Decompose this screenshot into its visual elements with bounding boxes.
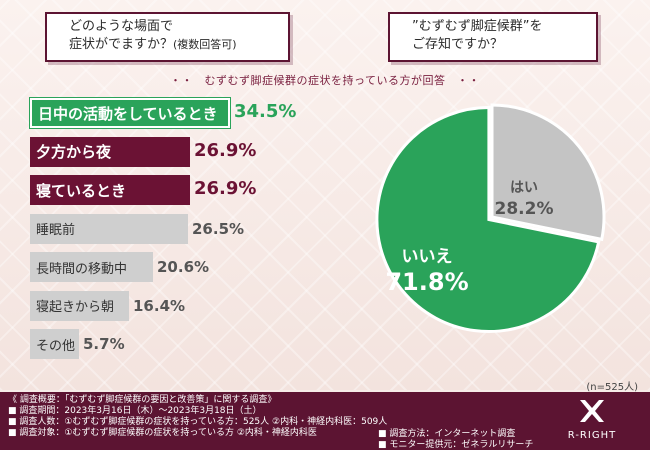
chart-subtitle: ・・ むずむず脚症候群の症状を持っている方が回答 ・・ [170,74,480,87]
footer-col2: ■ 調査方法：インターネット調査 ■ モニター提供元：ゼネラルリサーチ [378,429,533,450]
bar-value-label: 26.9% [194,178,257,199]
corner-mark [388,12,400,24]
bar-value-label: 26.5% [192,219,245,238]
question-box-awareness: ”むずむず脚症候群”を ご存知ですか？ [388,12,598,62]
footer-target: ■ 調査対象：①むずむず脚症候群の症状を持っている方 ②内科・神経内科医 [8,428,317,438]
bar-category-label: その他 [36,338,76,354]
bar-category-label: 長時間の移動中 [36,261,128,277]
bar: その他 [30,329,79,359]
corner-mark [278,50,290,62]
bar: 長時間の移動中 [30,252,153,282]
question-line1: ”むずむず脚症候群”を [412,19,543,34]
bar-value-label: 34.5% [234,101,297,122]
bar-category-label: 日中の活動をしているとき [38,104,218,123]
pie-slice [375,106,601,333]
bar-value-label: 26.9% [194,139,257,161]
corner-mark [586,50,598,62]
bar: 寝起きから朝 [30,290,129,321]
footer-count: ■ 調査人数：①むずむず脚症候群の症状を持っている方：525人 ②内科・神経内科… [8,417,388,427]
bar: 日中の活動をしているとき [29,97,231,129]
pie-value-label: 28.2% [495,199,554,219]
bar-category-label: 寝ているとき [36,181,127,200]
question-line2: ご存知ですか？ [412,37,504,52]
logo-icon [580,400,604,422]
bar-category-label: 寝起きから朝 [36,300,115,315]
pie-slice [490,103,606,242]
logo-text: R-RIGHT [567,430,617,441]
bar-value-label: 5.7% [83,335,125,353]
pie-value-label: 71.8% [385,268,468,296]
bar-category-label: 夕方から夜 [36,143,112,161]
bar: 寝ているとき [30,175,190,205]
pie-category-label: いいえ [402,247,453,267]
bar-value-label: 16.4% [133,296,186,315]
pie-category-label: はい [510,180,538,196]
sample-size: (n=525人) [586,382,638,393]
footer-period: ■ 調査期間：2023年3月16日（木）〜2023年3月18日（土） [8,406,262,416]
footer-title: 《 調査概要：「むずむず脚症候群の要因と改善策」に関する調査》 [8,395,277,405]
brand-logo: R-RIGHT [552,398,632,441]
corner-mark [45,12,57,24]
question-box-scenes: どのような場面で 症状がでますか？(複数回答可) [45,12,290,62]
bar: 睡眠前 [30,213,188,244]
footer-monitor: ■ モニター提供元：ゼネラルリサーチ [378,440,534,450]
pie-chart: はい 28.2% いいえ 71.8% [372,92,612,346]
footer-method: ■ 調査方法：インターネット調査 [378,429,516,439]
question-line2: 症状がでますか？ [69,37,174,52]
bar-value-label: 20.6% [157,258,210,276]
bar-category-label: 睡眠前 [36,223,76,238]
bar: 夕方から夜 [30,136,190,167]
question-line1: どのような場面で [69,19,174,34]
footer: 《 調査概要：「むずむず脚症候群の要因と改善策」に関する調査》 ■ 調査期間：2… [0,392,650,450]
question-note: (複数回答可) [173,38,237,51]
